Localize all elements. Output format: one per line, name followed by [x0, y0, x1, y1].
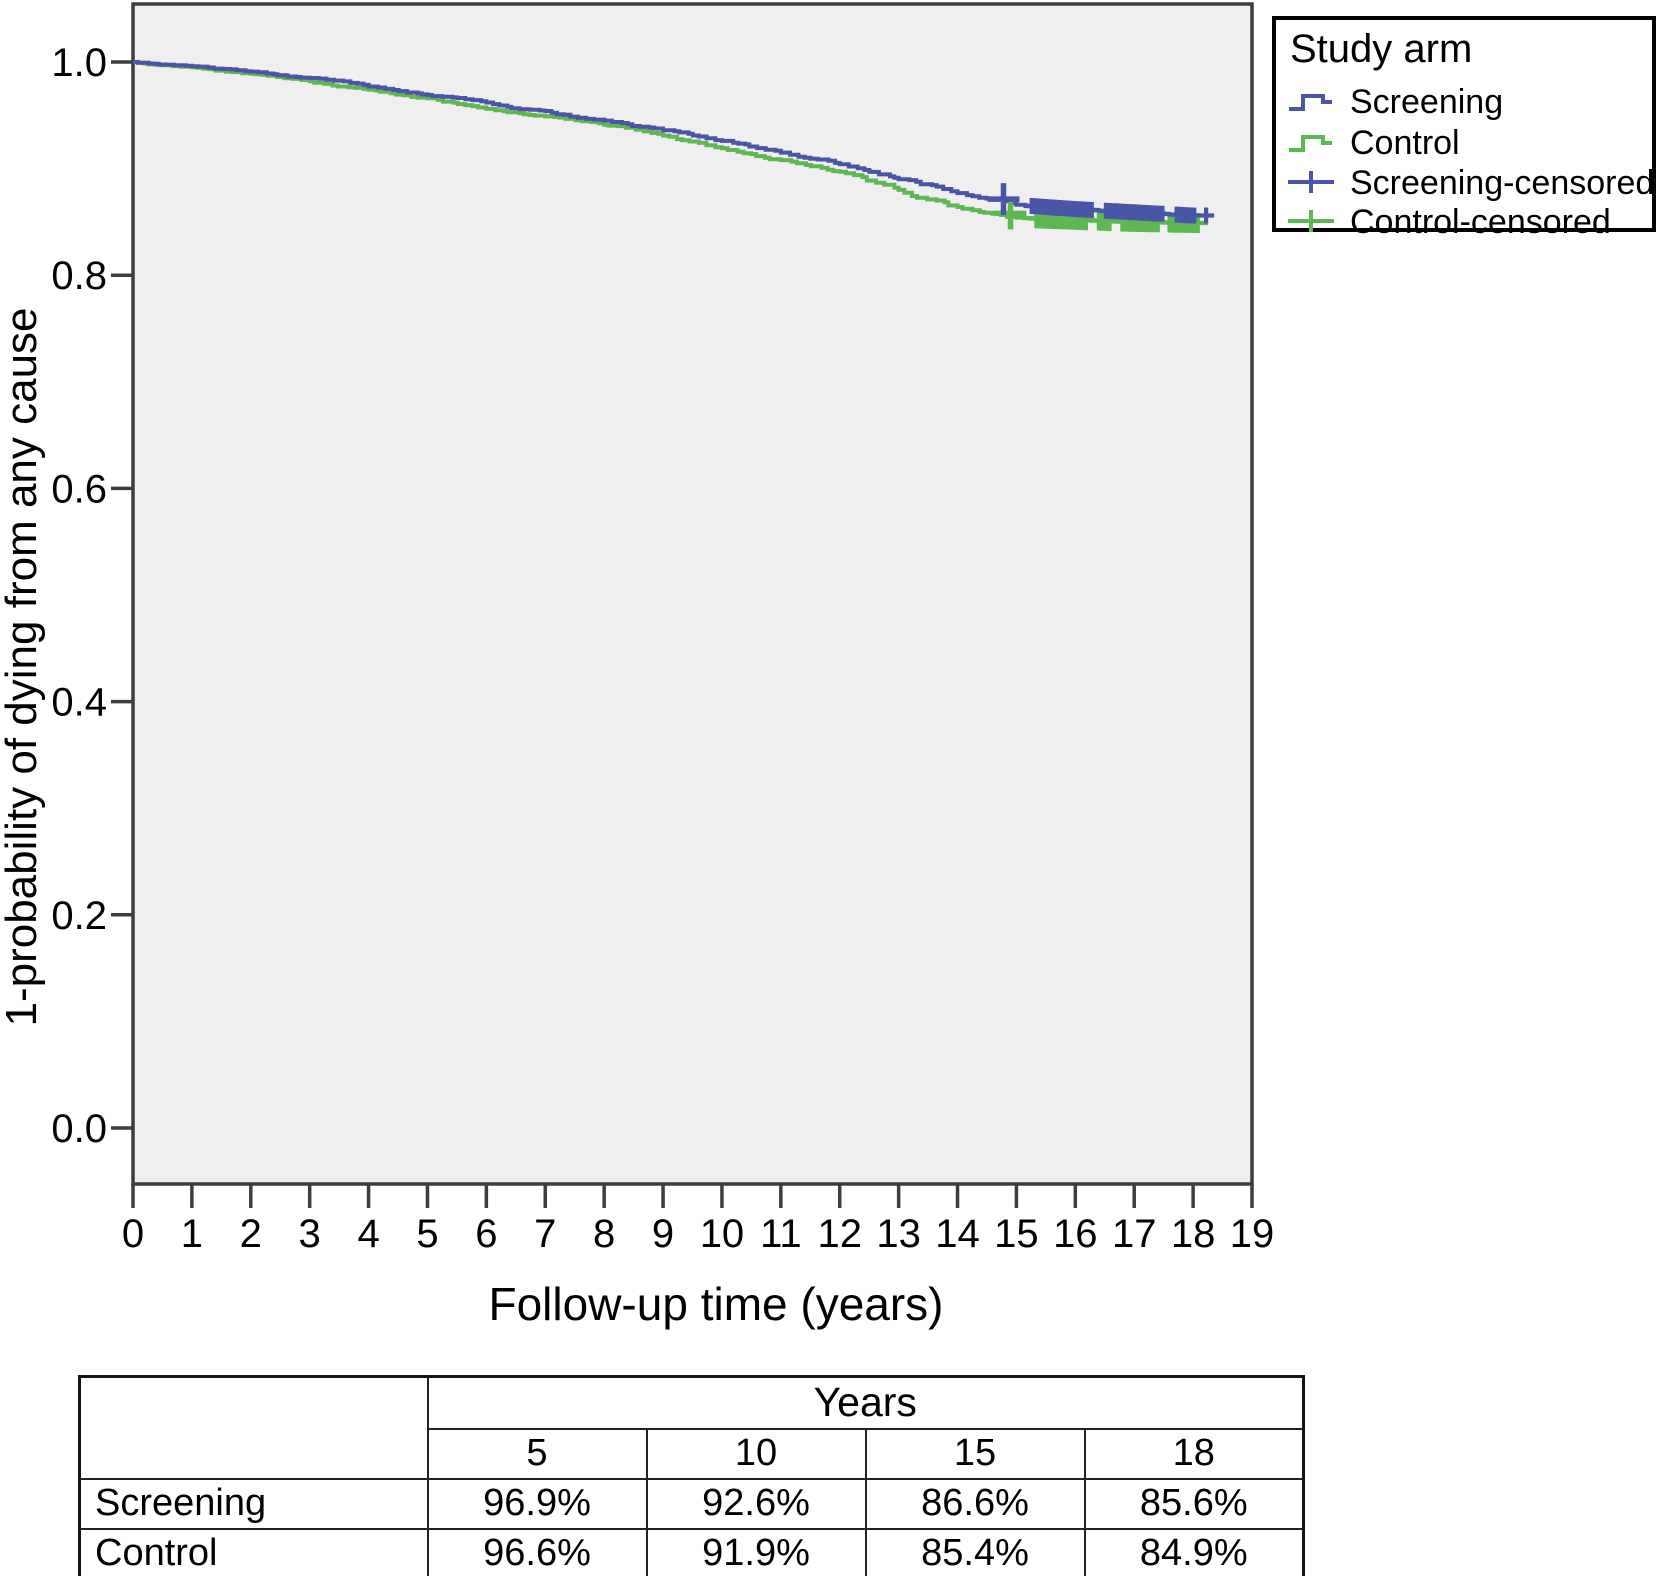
- major-censor-mark-control: [994, 197, 1027, 230]
- x-tick-label: 13: [876, 1212, 921, 1256]
- legend-item-label: Control-censored: [1350, 203, 1611, 241]
- x-tick-label: 6: [475, 1212, 497, 1256]
- x-tick-label: 0: [122, 1212, 144, 1256]
- table-group-header: Years: [426, 1375, 1305, 1430]
- x-tick-label: 19: [1230, 1212, 1275, 1256]
- x-tick-label: 8: [593, 1212, 615, 1256]
- plot-generated-content: 0 1 2 3 4 5 6 7 8 9 10 11 12 13 14 15 16 17 18 190.00.20.40…: [51, 2, 1275, 1256]
- table-cell: 86.6%: [864, 1478, 1086, 1530]
- x-tick-label: 17: [1112, 1212, 1157, 1256]
- table-cell: 96.9%: [426, 1478, 648, 1530]
- table-cell: 85.4%: [864, 1528, 1086, 1576]
- x-tick-label: 4: [357, 1212, 379, 1256]
- y-tick-label: 0.4: [51, 681, 107, 725]
- x-tick-label: 5: [416, 1212, 438, 1256]
- x-tick-label: 12: [817, 1212, 862, 1256]
- control-censored-plus-swatch: [1288, 210, 1334, 232]
- table-cell: 91.9%: [645, 1528, 867, 1576]
- legend-title: Study arm: [1290, 27, 1472, 71]
- row-label: Control: [78, 1528, 429, 1576]
- y-tick-label: 1.0: [51, 41, 107, 85]
- x-tick-label: 7: [534, 1212, 556, 1256]
- screening-censored-plus-swatch: [1288, 171, 1334, 193]
- y-axis-title: 1-probability of dying from any cause: [0, 307, 46, 1026]
- x-tick-label: 3: [299, 1212, 321, 1256]
- legend-item-control: Control: [1289, 124, 1460, 162]
- major-censor-mark-screening: [987, 183, 1020, 216]
- table-cell: 96.6%: [426, 1528, 648, 1576]
- plot-area: [131, 2, 1254, 1186]
- survival-table: Years 5 10 15 18 Screening 96.9% 92.6% 8…: [78, 1375, 1306, 1576]
- table-cell: 92.6%: [645, 1478, 867, 1530]
- x-tick-label: 11: [760, 1212, 802, 1256]
- censor-marks-screening: [1023, 198, 1215, 224]
- x-tick-label: 15: [994, 1212, 1039, 1256]
- table-col-header: 15: [864, 1428, 1086, 1480]
- curve-control: [133, 60, 1205, 225]
- x-tick-label: 16: [1053, 1212, 1098, 1256]
- row-label: Screening: [78, 1478, 429, 1530]
- legend: Study arm Screening Control Screening-ce…: [1272, 16, 1656, 241]
- x-tick-label: 10: [700, 1212, 745, 1256]
- x-tick-label: 14: [935, 1212, 980, 1256]
- table-col-header: 10: [645, 1428, 867, 1480]
- y-tick-label: 0.0: [51, 1107, 107, 1151]
- legend-item-control-censored: Control-censored: [1288, 203, 1611, 241]
- y-tick-label: 0.2: [51, 894, 107, 938]
- table-row-control: Control 96.6% 91.9% 85.4% 84.9%: [78, 1528, 1305, 1576]
- table-row-screening: Screening 96.9% 92.6% 86.6% 85.6%: [78, 1478, 1305, 1530]
- km-survival-chart: 0 1 2 3 4 5 6 7 8 9 10 11 12 13 14 15 16 17 18 190.00.20.40…: [0, 2, 1656, 1330]
- legend-item-screening: Screening: [1289, 83, 1503, 121]
- legend-item-screening-censored: Screening-censored: [1288, 164, 1654, 202]
- x-tick-label: 18: [1171, 1212, 1216, 1256]
- x-axis-title: Follow-up time (years): [489, 1278, 944, 1330]
- screening-step-line-swatch: [1289, 94, 1332, 111]
- table-col-header: 18: [1083, 1428, 1305, 1480]
- legend-item-label: Screening: [1350, 83, 1503, 121]
- table-col-header: 5: [426, 1428, 648, 1480]
- legend-box: [1272, 16, 1656, 232]
- y-tick-label: 0.6: [51, 467, 107, 511]
- table-cell: 84.9%: [1083, 1528, 1305, 1576]
- x-tick-label: 9: [652, 1212, 674, 1256]
- legend-item-label: Control: [1350, 124, 1460, 162]
- table-corner-cell: [78, 1375, 429, 1480]
- x-tick-label: 1: [181, 1212, 203, 1256]
- control-step-line-swatch: [1289, 135, 1332, 152]
- table-cell: 85.6%: [1083, 1478, 1305, 1530]
- y-tick-label: 0.8: [51, 254, 107, 298]
- legend-item-label: Screening-censored: [1350, 164, 1654, 202]
- x-tick-label: 2: [240, 1212, 262, 1256]
